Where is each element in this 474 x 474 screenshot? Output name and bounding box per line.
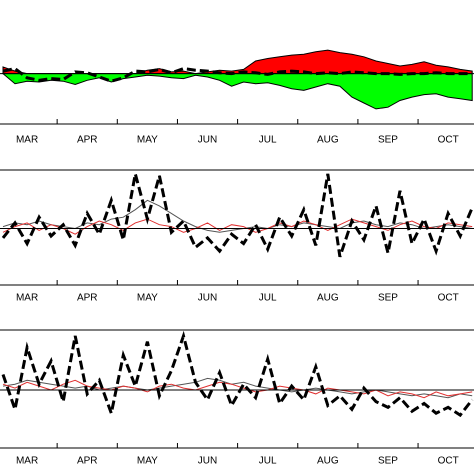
- line: [2, 218, 473, 235]
- dashed-line: [1, 330, 474, 419]
- x-tick-label: MAR: [16, 456, 38, 467]
- line: [2, 379, 473, 399]
- x-tick-label: MAY: [137, 293, 158, 304]
- x-tick-label: JUL: [259, 456, 277, 467]
- x-tick-label: MAY: [137, 456, 158, 467]
- area: [1, 73, 473, 110]
- x-tick-label: APR: [77, 293, 98, 304]
- line: [2, 199, 473, 233]
- dashed-line: [1, 173, 474, 258]
- x-tick-label: JUN: [198, 293, 217, 304]
- x-tick-label: OCT: [438, 456, 459, 467]
- x-tick-label: SEP: [378, 135, 398, 146]
- x-tick-label: JUL: [259, 135, 277, 146]
- area: [2, 49, 473, 75]
- line: [2, 377, 473, 399]
- x-tick-label: MAR: [16, 293, 38, 304]
- x-tick-label: AUG: [317, 135, 339, 146]
- x-tick-label: JUL: [259, 293, 277, 304]
- x-tick-label: SEP: [378, 293, 398, 304]
- x-tick-label: MAR: [16, 135, 38, 146]
- x-tick-label: JUN: [198, 135, 217, 146]
- x-tick-label: OCT: [438, 293, 459, 304]
- x-tick-label: OCT: [438, 135, 459, 146]
- x-tick-label: APR: [77, 456, 98, 467]
- x-tick-label: AUG: [317, 456, 339, 467]
- x-tick-label: SEP: [378, 456, 398, 467]
- x-tick-label: APR: [77, 135, 98, 146]
- dashed-line: [2, 66, 473, 83]
- x-tick-label: MAY: [137, 135, 158, 146]
- x-tick-label: AUG: [317, 293, 339, 304]
- x-tick-label: JUN: [198, 456, 217, 467]
